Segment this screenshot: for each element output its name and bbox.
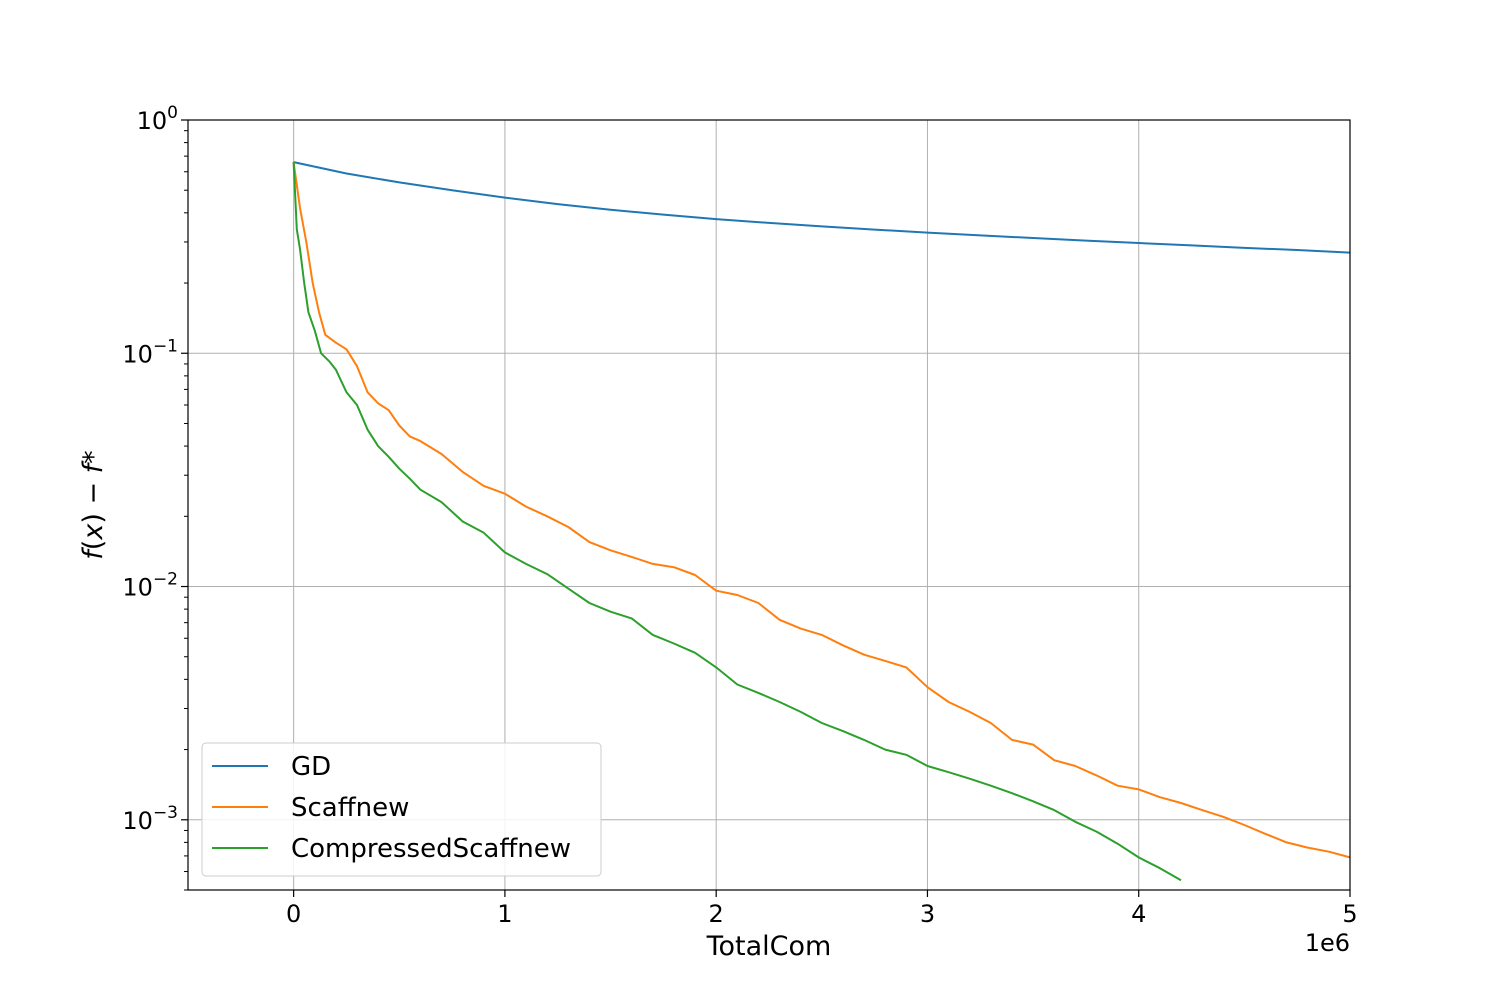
series-line-scaffnew xyxy=(292,161,1351,859)
y-axis-label: f(x) − f* xyxy=(78,450,109,559)
series-lines xyxy=(292,161,1351,882)
series-line-gd xyxy=(293,161,1351,254)
x-tick-label: 5 xyxy=(1342,900,1357,928)
y-tick-label: 10−1 xyxy=(122,336,178,368)
x-axis-label: TotalCom xyxy=(706,931,832,962)
legend-label: Scaffnew xyxy=(291,793,409,823)
x-axis-offset-label: 1e6 xyxy=(1305,929,1350,957)
x-tick-label: 1 xyxy=(497,900,512,928)
axis-ticks: 0 1 2 3 4 5 100 10−1 10−2 10−3 xyxy=(122,103,1357,928)
x-tick-label: 4 xyxy=(1131,900,1146,928)
x-tick-label: 3 xyxy=(920,900,935,928)
y-tick-label: 100 xyxy=(137,103,178,135)
legend-box xyxy=(201,742,602,877)
legend-label: CompressedScaffnew xyxy=(291,834,571,864)
legend[interactable]: GD Scaffnew CompressedScaffnew xyxy=(201,742,602,877)
plot-area-frame xyxy=(187,119,1351,891)
series-line-compressedscaffnew xyxy=(292,162,1182,882)
x-tick-label: 0 xyxy=(286,900,301,928)
y-tick-label: 10−3 xyxy=(122,803,178,835)
y-tick-label: 10−2 xyxy=(122,570,178,602)
legend-label: GD xyxy=(291,752,331,782)
x-tick-label: 2 xyxy=(709,900,724,928)
